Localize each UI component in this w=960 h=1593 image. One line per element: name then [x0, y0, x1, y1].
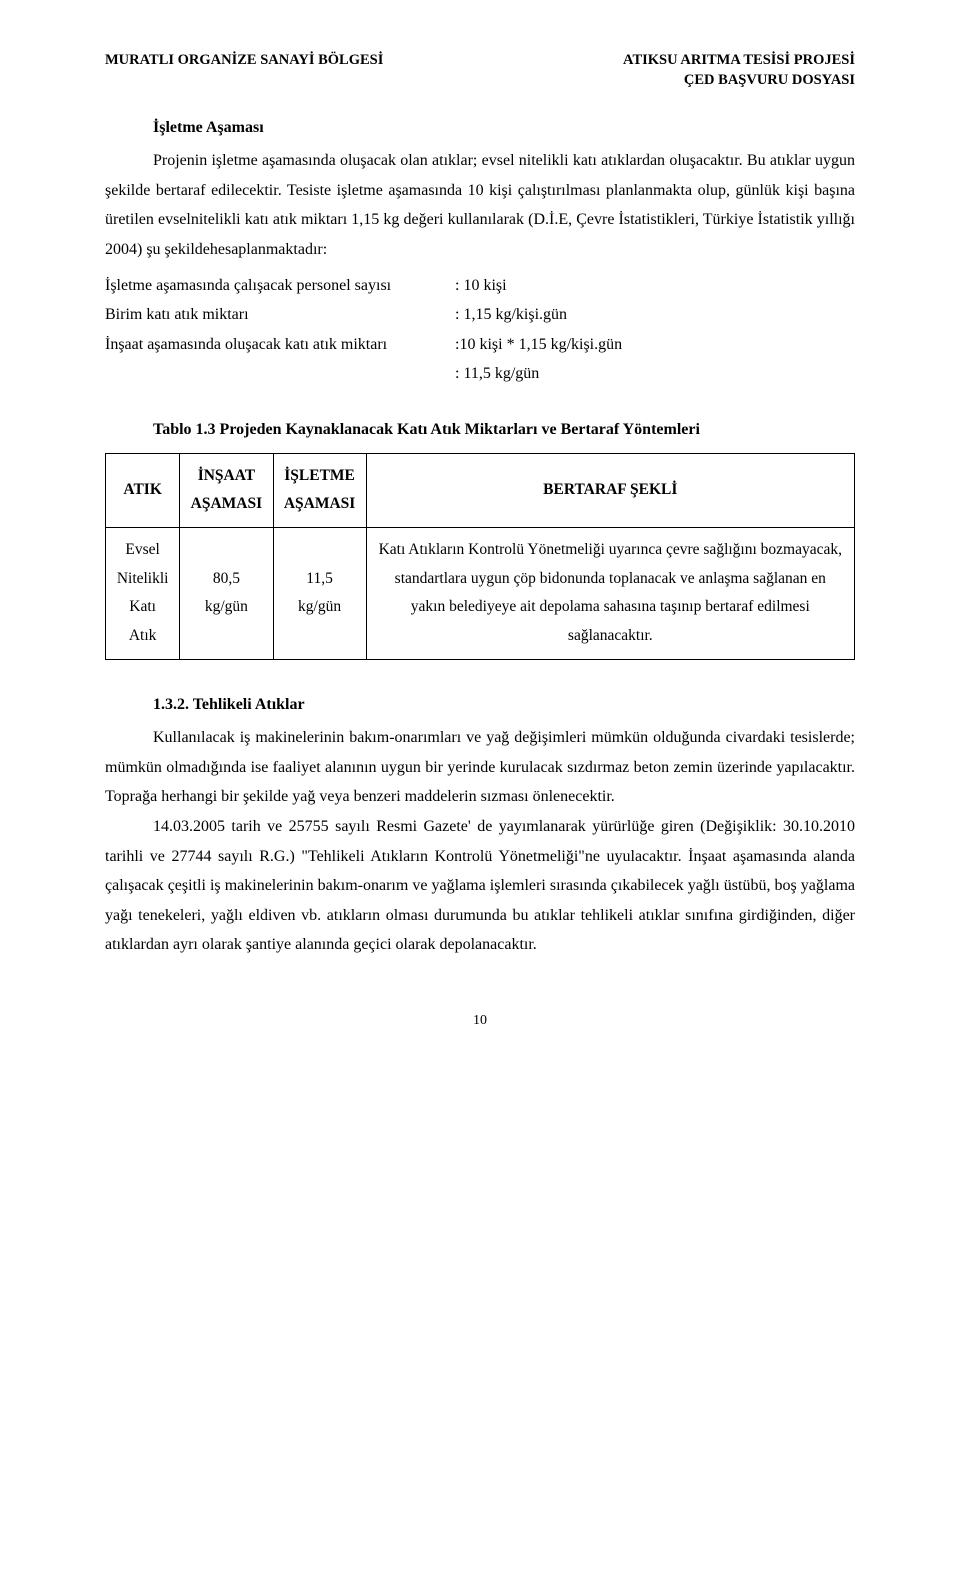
header-left: MURATLI ORGANİZE SANAYİ BÖLGESİ [105, 50, 383, 91]
page-header: MURATLI ORGANİZE SANAYİ BÖLGESİ ATIKSU A… [105, 50, 855, 91]
cell-disposal-desc: Katı Atıkların Kontrolü Yönetmeliği uyar… [366, 527, 854, 659]
col-operation-l1: İŞLETME [284, 467, 355, 484]
calc-row-2: Birim katı atık miktarı : 1,15 kg/kişi.g… [105, 300, 855, 330]
calc-row-4: : 11,5 kg/gün [105, 359, 855, 389]
header-right: ATIKSU ARITMA TESİSİ PROJESİ ÇED BAŞVURU… [623, 50, 855, 91]
table-header-row: ATIK İNŞAAT AŞAMASI İŞLETME AŞAMASI BERT… [106, 453, 855, 527]
calc-label-1: İşletme aşamasında çalışacak personel sa… [105, 271, 455, 301]
paragraph-haz-1: Kullanılacak iş makinelerinin bakım-onar… [105, 723, 855, 812]
cell-waste-l2: Nitelikli [117, 570, 169, 587]
calc-label-3: İnşaat aşamasında oluşacak katı atık mik… [105, 330, 455, 360]
cell-construction-value: 80,5 kg/gün [180, 527, 273, 659]
cell-waste-type: Evsel Nitelikli Katı Atık [106, 527, 180, 659]
calc-value-1: : 10 kişi [455, 271, 855, 301]
calc-value-4: : 11,5 kg/gün [455, 359, 855, 389]
paragraph-operation: Projenin işletme aşamasında oluşacak ola… [105, 146, 855, 264]
header-right-line2: ÇED BAŞVURU DOSYASI [623, 70, 855, 90]
col-construction-l1: İNŞAAT [198, 467, 255, 484]
section-title-operation: İşletme Aşaması [105, 113, 855, 143]
col-construction: İNŞAAT AŞAMASI [180, 453, 273, 527]
col-disposal: BERTARAF ŞEKLİ [366, 453, 854, 527]
table-row: Evsel Nitelikli Katı Atık 80,5 kg/gün 11… [106, 527, 855, 659]
col-waste: ATIK [106, 453, 180, 527]
calc-value-2: : 1,15 kg/kişi.gün [455, 300, 855, 330]
subheading-hazardous: 1.3.2. Tehlikeli Atıklar [105, 690, 855, 720]
page-number: 10 [105, 1008, 855, 1034]
cell-operation-value: 11,5 kg/gün [273, 527, 366, 659]
col-operation: İŞLETME AŞAMASI [273, 453, 366, 527]
col-operation-l2: AŞAMASI [284, 495, 355, 512]
cell-waste-l1: Evsel [125, 541, 159, 558]
paragraph-haz-2: 14.03.2005 tarih ve 25755 sayılı Resmi G… [105, 812, 855, 960]
calc-label-2: Birim katı atık miktarı [105, 300, 455, 330]
cell-waste-l3: Katı Atık [129, 598, 157, 644]
calc-row-3: İnşaat aşamasında oluşacak katı atık mik… [105, 330, 855, 360]
calc-row-1: İşletme aşamasında çalışacak personel sa… [105, 271, 855, 301]
calc-value-3: :10 kişi * 1,15 kg/kişi.gün [455, 330, 855, 360]
calc-label-4 [105, 359, 455, 389]
table-caption: Tablo 1.3 Projeden Kaynaklanacak Katı At… [105, 415, 855, 445]
waste-table: ATIK İNŞAAT AŞAMASI İŞLETME AŞAMASI BERT… [105, 453, 855, 660]
header-right-line1: ATIKSU ARITMA TESİSİ PROJESİ [623, 50, 855, 70]
calculation-block: İşletme aşamasında çalışacak personel sa… [105, 271, 855, 389]
col-construction-l2: AŞAMASI [191, 495, 262, 512]
